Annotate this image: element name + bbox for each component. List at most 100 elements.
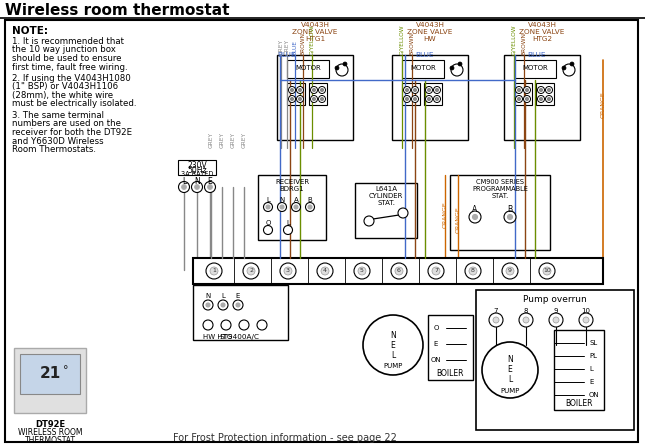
Circle shape <box>526 89 528 92</box>
Circle shape <box>239 320 249 330</box>
Text: G/YELLOW: G/YELLOW <box>310 25 315 55</box>
Text: BROWN: BROWN <box>410 32 415 55</box>
Circle shape <box>537 96 544 102</box>
Circle shape <box>243 263 259 279</box>
Text: CM900 SERIES: CM900 SERIES <box>476 179 524 185</box>
Text: G/YELLOW: G/YELLOW <box>399 25 404 55</box>
Bar <box>428 315 473 380</box>
Circle shape <box>354 263 370 279</box>
Text: should be used to ensure: should be used to ensure <box>12 54 121 63</box>
Circle shape <box>312 97 315 101</box>
Circle shape <box>264 202 272 211</box>
Circle shape <box>195 185 199 190</box>
Circle shape <box>335 66 339 70</box>
Circle shape <box>179 181 190 193</box>
Text: (1" BSP) or V4043H1106: (1" BSP) or V4043H1106 <box>12 83 118 92</box>
Text: E: E <box>434 341 438 347</box>
Circle shape <box>465 263 481 279</box>
Text: 2: 2 <box>249 269 253 274</box>
Text: BROWN: BROWN <box>522 32 526 55</box>
Circle shape <box>579 313 593 327</box>
Circle shape <box>406 89 408 92</box>
Bar <box>402 83 420 105</box>
Circle shape <box>181 185 186 190</box>
Text: L: L <box>182 177 186 186</box>
Text: 6: 6 <box>397 269 401 274</box>
Text: BOILER: BOILER <box>436 369 464 378</box>
Circle shape <box>210 267 218 275</box>
Text: V4043H
ZONE VALVE
HW: V4043H ZONE VALVE HW <box>407 22 453 42</box>
Text: ON: ON <box>589 392 600 398</box>
Circle shape <box>404 96 410 102</box>
Text: 10: 10 <box>582 308 591 314</box>
Circle shape <box>336 64 348 76</box>
Circle shape <box>548 89 550 92</box>
Circle shape <box>294 205 298 209</box>
Text: L: L <box>508 375 512 384</box>
Circle shape <box>458 62 462 66</box>
Circle shape <box>204 181 215 193</box>
Bar <box>536 83 554 105</box>
Circle shape <box>288 87 295 93</box>
Text: 21: 21 <box>39 367 61 381</box>
Circle shape <box>247 267 255 275</box>
Text: 10: 10 <box>543 269 551 274</box>
Circle shape <box>264 225 272 235</box>
Circle shape <box>312 89 315 92</box>
Text: STAT.: STAT. <box>377 200 395 206</box>
Circle shape <box>319 87 326 93</box>
Circle shape <box>203 300 213 310</box>
Text: 9: 9 <box>508 269 512 274</box>
Circle shape <box>299 97 301 101</box>
Circle shape <box>221 320 231 330</box>
Circle shape <box>413 89 417 92</box>
Text: receiver for both the DT92E: receiver for both the DT92E <box>12 128 132 137</box>
Circle shape <box>553 317 559 323</box>
Text: 3: 3 <box>286 269 290 274</box>
Circle shape <box>517 89 521 92</box>
Circle shape <box>363 315 423 375</box>
Circle shape <box>280 263 296 279</box>
Circle shape <box>364 216 374 226</box>
Bar <box>450 175 550 250</box>
Text: 9: 9 <box>554 308 559 314</box>
Text: 3A RATED: 3A RATED <box>181 171 213 177</box>
Text: STAT.: STAT. <box>491 193 509 199</box>
Circle shape <box>548 97 550 101</box>
Text: 8: 8 <box>471 269 475 274</box>
Text: BLUE: BLUE <box>528 52 546 58</box>
Circle shape <box>319 96 326 102</box>
Text: Room Thermostats.: Room Thermostats. <box>12 145 96 154</box>
Circle shape <box>539 89 542 92</box>
Text: B: B <box>308 197 312 203</box>
Circle shape <box>288 96 295 102</box>
Text: L: L <box>391 350 395 359</box>
Text: 3. The same terminal: 3. The same terminal <box>12 111 104 120</box>
Circle shape <box>343 62 347 66</box>
Circle shape <box>524 87 530 93</box>
Circle shape <box>482 342 538 398</box>
Circle shape <box>290 89 293 92</box>
Text: GREY: GREY <box>230 132 235 148</box>
Bar <box>20 354 80 394</box>
Bar <box>193 285 288 340</box>
Text: GREY: GREY <box>208 132 213 148</box>
Circle shape <box>428 263 444 279</box>
Text: E: E <box>208 177 212 186</box>
Text: MOTOR: MOTOR <box>522 65 548 71</box>
Bar <box>424 83 442 105</box>
Circle shape <box>539 97 542 101</box>
Circle shape <box>280 205 284 209</box>
Circle shape <box>450 66 454 70</box>
Circle shape <box>206 303 210 307</box>
Circle shape <box>426 87 433 93</box>
Text: L641A: L641A <box>375 186 397 192</box>
Circle shape <box>284 267 292 275</box>
Circle shape <box>398 208 408 218</box>
Text: HW HTG: HW HTG <box>203 334 232 340</box>
Text: GREY: GREY <box>219 132 224 148</box>
Circle shape <box>428 97 430 101</box>
Circle shape <box>412 96 419 102</box>
Circle shape <box>395 267 403 275</box>
Text: O: O <box>433 325 439 331</box>
